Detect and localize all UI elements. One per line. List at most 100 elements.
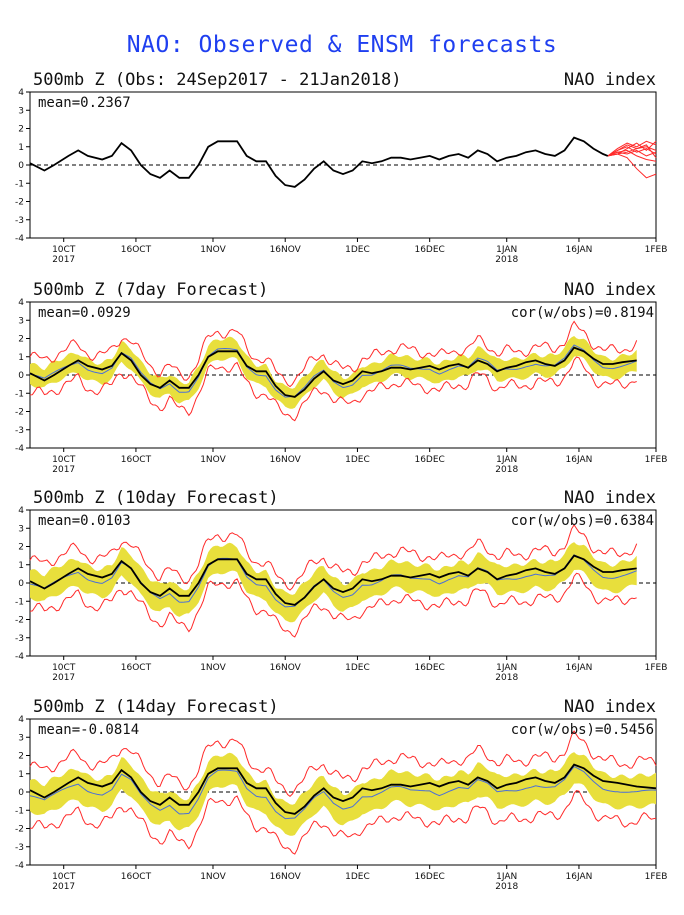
- member-forecast-line: [607, 140, 657, 157]
- x-tick-label: 16NOV: [270, 663, 302, 673]
- y-tick-label: 3: [18, 316, 24, 326]
- y-tick-label: 0: [18, 579, 24, 589]
- y-tick-label: -2: [15, 616, 24, 626]
- x-tick-label: 16DEC: [414, 245, 444, 255]
- y-tick-label: -1: [15, 597, 24, 607]
- member-forecast-line: [607, 144, 657, 158]
- y-tick-label: -2: [15, 198, 24, 208]
- x-tick-label: 10CT: [52, 455, 76, 465]
- y-tick-label: -3: [15, 426, 24, 436]
- y-tick-label: -4: [15, 234, 24, 244]
- y-tick-label: 4: [18, 88, 24, 98]
- x-tick-label: 16DEC: [414, 455, 444, 465]
- x-year-label: 2017: [52, 882, 75, 892]
- x-tick-label: 1FEB: [645, 663, 668, 673]
- x-year-label: 2018: [495, 882, 518, 892]
- observed-nao-line: [29, 136, 609, 188]
- y-tick-label: -3: [15, 843, 24, 853]
- ensemble-max-line: [29, 730, 657, 797]
- y-tick-label: 3: [18, 524, 24, 534]
- x-tick-label: 1FEB: [645, 245, 668, 255]
- panel-title: 500mb Z (7day Forecast): [33, 280, 269, 300]
- x-tick-label: 10CT: [52, 245, 76, 255]
- panel-observed: 500mb Z (Obs: 24Sep2017 - 21Jan2018) NAO…: [0, 70, 684, 282]
- x-tick-label: 16DEC: [414, 872, 444, 882]
- panel-10day: 500mb Z (10day Forecast) NAO index 4 3 2 1 0…: [0, 488, 684, 700]
- x-year-label: 2018: [495, 673, 518, 683]
- y-tick-label: 2: [18, 752, 24, 762]
- mean-stat-label: mean=-0.0814: [38, 722, 139, 738]
- y-tick-label: -1: [15, 389, 24, 399]
- member-forecast-line: [607, 146, 657, 157]
- x-tick-label: 1JAN: [496, 245, 517, 255]
- x-year-label: 2018: [495, 255, 518, 265]
- y-tick-label: 2: [18, 125, 24, 135]
- x-tick-label: 16OCT: [121, 245, 152, 255]
- y-tick-label: 4: [18, 298, 24, 308]
- y-tick-label: 0: [18, 788, 24, 798]
- y-tick-label: -2: [15, 825, 24, 835]
- chart-plot-1: 4 3 2 1 0 -1 -2 -3 -4 10CT 16OCT 1NOV 16NOV 1DEC 16DEC…: [15, 298, 668, 475]
- correlation-stat-label: cor(w/obs)=0.8194: [511, 305, 654, 321]
- panel-7day: 500mb Z (7day Forecast) NAO index 4 3 2 1 0 -…: [0, 280, 684, 492]
- x-tick-label: 16OCT: [121, 455, 152, 465]
- y-tick-label: 4: [18, 506, 24, 516]
- mean-stat-label: mean=0.0929: [38, 305, 131, 321]
- ensemble-max-line: [29, 523, 638, 591]
- y-tick-label: -1: [15, 179, 24, 189]
- y-tick-label: 0: [18, 161, 24, 171]
- observed-nao-line: [29, 554, 637, 606]
- mean-stat-label: mean=0.0103: [38, 513, 131, 529]
- index-label: NAO index: [563, 697, 656, 717]
- mean-stat-label: mean=0.2367: [38, 95, 131, 111]
- y-tick-label: 1: [18, 561, 24, 571]
- y-tick-label: 4: [18, 715, 24, 725]
- y-tick-label: 3: [18, 106, 24, 116]
- x-tick-label: 1NOV: [200, 872, 226, 882]
- x-tick-label: 1DEC: [345, 455, 370, 465]
- x-tick-label: 1FEB: [645, 872, 668, 882]
- observed-nao-line: [29, 763, 657, 815]
- x-tick-label: 16DEC: [414, 663, 444, 673]
- x-tick-label: 16NOV: [270, 245, 302, 255]
- ensemble-min-line: [29, 790, 657, 855]
- y-tick-label: 2: [18, 543, 24, 553]
- x-tick-label: 1DEC: [345, 663, 370, 673]
- y-tick-label: -2: [15, 408, 24, 418]
- chart-plot-2: 4 3 2 1 0 -1 -2 -3 -4 10CT 16OCT 1NOV 16NOV 1DEC 16DEC…: [15, 506, 668, 683]
- y-tick-label: -3: [15, 216, 24, 226]
- correlation-stat-label: cor(w/obs)=0.6384: [511, 513, 654, 529]
- ensemble-mean-line: [29, 765, 657, 820]
- index-label: NAO index: [563, 488, 656, 508]
- y-tick-label: -3: [15, 634, 24, 644]
- y-tick-label: -1: [15, 806, 24, 816]
- x-tick-label: 1JAN: [496, 663, 517, 673]
- x-tick-label: 1JAN: [496, 872, 517, 882]
- x-year-label: 2017: [52, 465, 75, 475]
- member-forecast-line: [607, 149, 657, 162]
- x-tick-label: 16JAN: [566, 663, 593, 673]
- x-tick-label: 1DEC: [345, 872, 370, 882]
- panel-title: 500mb Z (Obs: 24Sep2017 - 21Jan2018): [33, 70, 402, 90]
- panel-title: 500mb Z (10day Forecast): [33, 488, 279, 508]
- y-tick-label: 3: [18, 733, 24, 743]
- chart-plot-0: 4 3 2 1 0 -1 -2 -3 -4 10CT 16OCT 1NOV 16NOV 1DEC 16DEC…: [15, 88, 668, 265]
- x-tick-label: 1NOV: [200, 245, 226, 255]
- ensemble-min-line: [29, 572, 637, 638]
- page-title: NAO: Observed & ENSM forecasts: [126, 32, 558, 58]
- observed-nao-line: [29, 346, 637, 398]
- x-year-label: 2017: [52, 673, 75, 683]
- ensemble-spread-band: [30, 336, 637, 409]
- index-label: NAO index: [563, 280, 656, 300]
- y-tick-label: -4: [15, 861, 24, 871]
- ensemble-spread-band: [30, 752, 656, 836]
- panel-title: 500mb Z (14day Forecast): [33, 697, 279, 717]
- y-tick-label: -4: [15, 444, 24, 454]
- x-tick-label: 16NOV: [270, 872, 302, 882]
- y-tick-label: 2: [18, 335, 24, 345]
- x-tick-label: 1FEB: [645, 455, 668, 465]
- y-tick-label: 1: [18, 353, 24, 363]
- x-tick-label: 16OCT: [121, 872, 152, 882]
- ensemble-max-line: [29, 320, 638, 388]
